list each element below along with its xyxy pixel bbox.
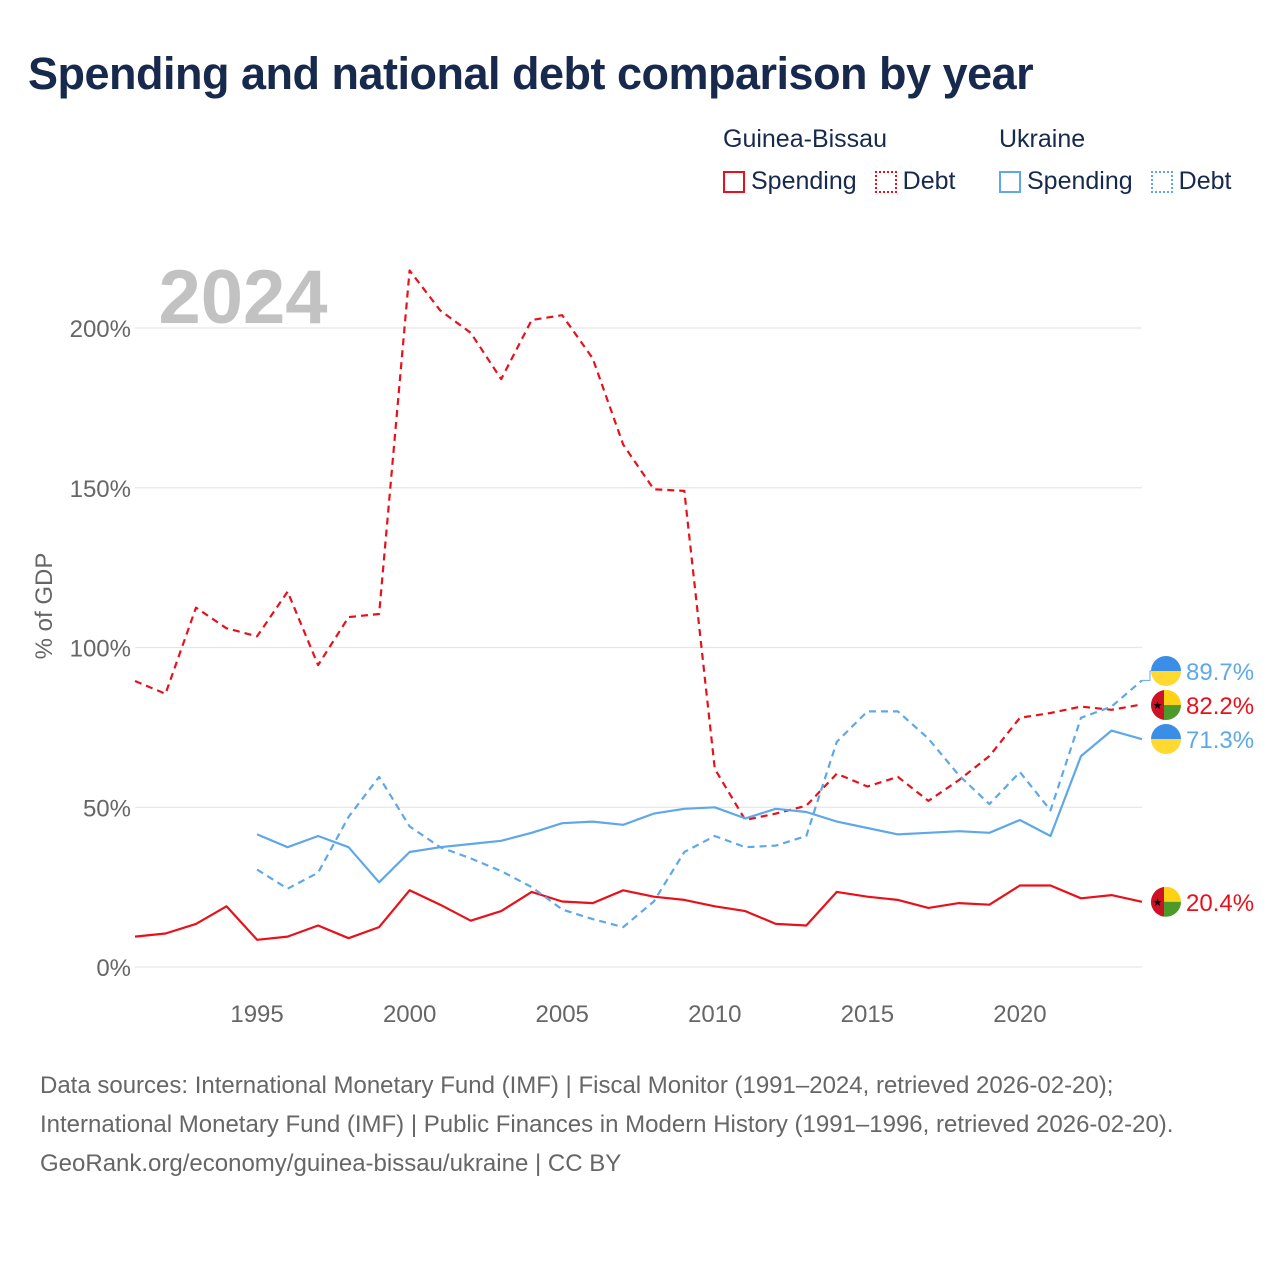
sources-footer: Data sources: International Monetary Fun…: [40, 1066, 1240, 1183]
chart-title: Spending and national debt comparison by…: [28, 48, 1034, 99]
x-tick-label: 2015: [841, 1001, 894, 1028]
year-watermark: 2024: [158, 255, 327, 340]
x-tick-label: 2010: [688, 1001, 741, 1028]
legend-label: Spending: [751, 167, 857, 195]
legend-group-guinea-bissau: Guinea-Bissau Spending Debt: [723, 124, 955, 196]
series-line-ukraine-debt[interactable]: [256, 679, 1143, 929]
line-chart: 0% 50% 100% 150% 200% 1995 2000 2005 2010 2015 20…: [31, 255, 1254, 1028]
series-line-ukraine-spending[interactable]: [256, 729, 1143, 884]
legend-item-guinea-bissau-spending[interactable]: Spending: [723, 167, 857, 196]
y-axis: 0% 50% 100% 150% 200%: [70, 316, 131, 982]
end-value-label: 82.2%: [1186, 693, 1254, 720]
svg-text:★: ★: [1153, 896, 1163, 909]
series-line-guinea-bissau-spending[interactable]: [134, 884, 1143, 941]
x-tick-label: 2000: [383, 1001, 436, 1028]
legend-group-title: Ukraine: [999, 125, 1086, 153]
ukraine-flag-icon: [1151, 724, 1181, 754]
x-tick-label: 1995: [230, 1001, 283, 1028]
end-value-label: 71.3%: [1186, 727, 1254, 754]
x-tick-label: 2020: [993, 1001, 1046, 1028]
y-tick-label: 50%: [83, 795, 131, 822]
y-axis-label: % of GDP: [31, 553, 58, 660]
attribution-link[interactable]: GeoRank.org/economy/guinea-bissau/ukrain…: [40, 1150, 622, 1177]
y-tick-label: 150%: [70, 476, 131, 503]
end-labels: ★ 82.2% ★ 20.4% 89.7% 71.3%: [1142, 656, 1254, 917]
guinea-bissau-flag-icon: ★: [1151, 886, 1181, 917]
y-tick-label: 0%: [96, 955, 131, 982]
grid-lines: [135, 327, 1142, 968]
legend-group-title: Guinea-Bissau: [723, 125, 887, 153]
legend-label: Debt: [1178, 167, 1232, 195]
legend-swatch-dotted: [874, 170, 897, 193]
series-lines: [134, 269, 1143, 941]
guinea-bissau-flag-icon: ★: [1151, 690, 1181, 720]
legend-swatch-solid: [999, 170, 1021, 193]
label-leader-line: [1142, 670, 1151, 681]
legend-label: Debt: [902, 167, 956, 195]
legend-item-ukraine-debt[interactable]: Debt: [1150, 167, 1232, 196]
data-sources-text: Data sources: International Monetary Fun…: [40, 1072, 1174, 1138]
x-tick-label: 2005: [536, 1001, 589, 1028]
legend-label: Spending: [1027, 167, 1133, 195]
end-value-label: 89.7%: [1186, 659, 1254, 686]
legend-item-ukraine-spending[interactable]: Spending: [999, 167, 1133, 196]
series-line-guinea-bissau-debt[interactable]: [134, 269, 1143, 822]
ukraine-flag-icon: [1151, 656, 1181, 686]
legend-group-ukraine: Ukraine Spending Debt: [999, 124, 1231, 196]
legend-swatch-dotted: [1150, 170, 1173, 193]
svg-text:★: ★: [1153, 699, 1163, 712]
y-tick-label: 200%: [70, 316, 131, 343]
y-tick-label: 100%: [70, 636, 131, 663]
x-axis: 1995 2000 2005 2010 2015 2020: [230, 1001, 1046, 1028]
end-value-label: 20.4%: [1186, 890, 1254, 917]
legend-swatch-solid: [723, 170, 745, 193]
legend-item-guinea-bissau-debt[interactable]: Debt: [874, 167, 956, 196]
